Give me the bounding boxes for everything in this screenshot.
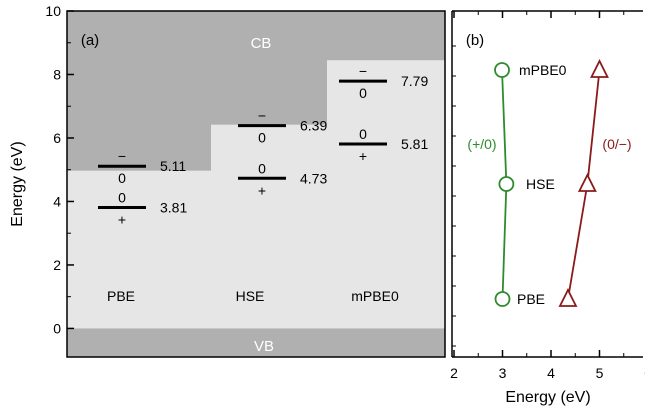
- x-axis-label: Energy (eV): [505, 389, 590, 406]
- y-tick-label-6: 6: [53, 130, 61, 146]
- charge-below-pbe-0: 0: [118, 170, 126, 186]
- marker-0-1: [498, 176, 515, 192]
- panel-a: CB VB − 0 5.11 0 +3.81 PBE − 0 6.39 0 +4.73 HSE − 0 7.79…: [9, 3, 446, 358]
- x-tick-label-2: 2: [450, 365, 458, 381]
- method-label-mpbe0: mPBE0: [351, 288, 399, 304]
- gap-region-pbe: [67, 170, 211, 329]
- y-tick-label-10: 10: [45, 3, 61, 19]
- charge-below-pbe-1: +: [118, 211, 126, 227]
- category-label-hse: HSE: [526, 176, 555, 192]
- marker-1-1: [577, 172, 597, 192]
- marker-0-2: [494, 62, 510, 78]
- x-tick-label-3: 3: [499, 365, 507, 381]
- x-tick-label-4: 4: [547, 365, 555, 381]
- y-axis-label: Energy (eV): [9, 141, 26, 226]
- level-value-hse-0: 6.39: [300, 118, 327, 134]
- panel-b: 23456PBEHSEmPBE0(+/0)(0/−)(b)Energy (eV): [450, 10, 645, 406]
- method-label-pbe: PBE: [107, 288, 135, 304]
- charge-above-mpbe0-1: 0: [359, 126, 367, 142]
- panel-label-b: (b): [466, 32, 484, 49]
- series-label-1: (0/−): [602, 136, 631, 152]
- cb-label: CB: [251, 35, 272, 52]
- level-value-mpbe0-0: 7.79: [401, 73, 428, 89]
- charge-above-mpbe0-0: −: [359, 63, 367, 79]
- level-value-pbe-0: 5.11: [160, 158, 186, 174]
- charge-above-hse-0: −: [258, 108, 266, 124]
- method-label-hse: HSE: [236, 288, 265, 304]
- x-tick-label-5: 5: [596, 365, 604, 381]
- charge-below-hse-0: 0: [258, 130, 266, 146]
- level-value-hse-1: 4.73: [300, 170, 327, 186]
- marker-0-0: [494, 291, 511, 307]
- panel-label-a: (a): [81, 32, 99, 49]
- category-label-pbe: PBE: [517, 291, 545, 307]
- marker-1-2: [590, 58, 609, 78]
- charge-below-mpbe0-0: 0: [359, 85, 367, 101]
- level-value-mpbe0-1: 5.81: [401, 136, 428, 152]
- gap-region-hse: [211, 124, 327, 329]
- y-tick-label-0: 0: [53, 320, 61, 336]
- level-value-pbe-1: 3.81: [160, 199, 187, 215]
- y-tick-label-4: 4: [53, 193, 61, 209]
- gap-region-mpbe0: [327, 60, 445, 329]
- charge-above-pbe-1: 0: [118, 189, 126, 205]
- y-tick-label-8: 8: [53, 66, 61, 82]
- vb-label: VB: [254, 338, 274, 355]
- charge-above-hse-1: 0: [258, 160, 266, 176]
- marker-1-0: [558, 287, 578, 307]
- panel-a-frame: [66, 10, 446, 358]
- charge-below-mpbe0-1: +: [359, 148, 367, 164]
- y-tick-label-2: 2: [53, 257, 61, 273]
- charge-below-hse-1: +: [258, 182, 266, 198]
- category-label-mpbe0: mPBE0: [519, 62, 567, 78]
- series-label-0: (+/0): [467, 136, 496, 152]
- charge-above-pbe-0: −: [118, 148, 126, 164]
